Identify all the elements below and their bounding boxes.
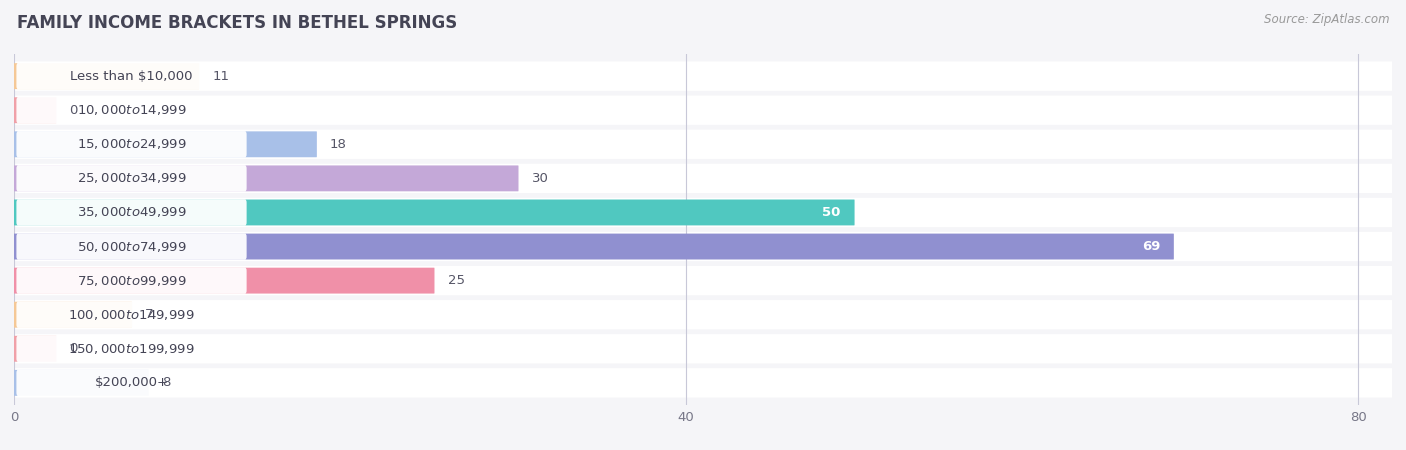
Text: $150,000 to $199,999: $150,000 to $199,999 bbox=[69, 342, 195, 356]
FancyBboxPatch shape bbox=[14, 131, 316, 157]
Text: 18: 18 bbox=[330, 138, 347, 151]
FancyBboxPatch shape bbox=[17, 336, 246, 362]
Text: $75,000 to $99,999: $75,000 to $99,999 bbox=[77, 274, 187, 288]
Text: Source: ZipAtlas.com: Source: ZipAtlas.com bbox=[1264, 14, 1389, 27]
FancyBboxPatch shape bbox=[14, 302, 132, 328]
FancyBboxPatch shape bbox=[14, 97, 56, 123]
Text: 30: 30 bbox=[531, 172, 548, 185]
FancyBboxPatch shape bbox=[14, 164, 1392, 193]
Text: $25,000 to $34,999: $25,000 to $34,999 bbox=[77, 171, 187, 185]
FancyBboxPatch shape bbox=[17, 369, 246, 396]
Text: 69: 69 bbox=[1142, 240, 1160, 253]
Text: Less than $10,000: Less than $10,000 bbox=[70, 70, 193, 83]
Text: $35,000 to $49,999: $35,000 to $49,999 bbox=[77, 206, 187, 220]
FancyBboxPatch shape bbox=[17, 63, 246, 90]
FancyBboxPatch shape bbox=[14, 198, 1392, 227]
FancyBboxPatch shape bbox=[14, 300, 1392, 329]
FancyBboxPatch shape bbox=[14, 63, 200, 89]
FancyBboxPatch shape bbox=[14, 166, 519, 191]
FancyBboxPatch shape bbox=[17, 267, 246, 294]
FancyBboxPatch shape bbox=[14, 268, 434, 293]
FancyBboxPatch shape bbox=[17, 131, 246, 158]
FancyBboxPatch shape bbox=[14, 266, 1392, 295]
Text: 0: 0 bbox=[69, 342, 77, 355]
FancyBboxPatch shape bbox=[17, 233, 246, 260]
FancyBboxPatch shape bbox=[14, 232, 1392, 261]
Text: 7: 7 bbox=[145, 308, 153, 321]
Text: $200,000+: $200,000+ bbox=[94, 376, 169, 389]
Text: FAMILY INCOME BRACKETS IN BETHEL SPRINGS: FAMILY INCOME BRACKETS IN BETHEL SPRINGS bbox=[17, 14, 457, 32]
FancyBboxPatch shape bbox=[14, 336, 56, 362]
FancyBboxPatch shape bbox=[14, 130, 1392, 159]
FancyBboxPatch shape bbox=[14, 234, 1174, 260]
FancyBboxPatch shape bbox=[17, 97, 246, 123]
FancyBboxPatch shape bbox=[17, 302, 246, 328]
Text: 50: 50 bbox=[823, 206, 841, 219]
Text: $15,000 to $24,999: $15,000 to $24,999 bbox=[77, 137, 187, 151]
FancyBboxPatch shape bbox=[14, 370, 149, 396]
Text: 25: 25 bbox=[447, 274, 464, 287]
FancyBboxPatch shape bbox=[14, 62, 1392, 91]
Text: 11: 11 bbox=[212, 70, 229, 83]
Text: 0: 0 bbox=[69, 104, 77, 117]
FancyBboxPatch shape bbox=[14, 334, 1392, 364]
Text: 8: 8 bbox=[162, 376, 170, 389]
Text: $10,000 to $14,999: $10,000 to $14,999 bbox=[77, 103, 187, 117]
FancyBboxPatch shape bbox=[17, 199, 246, 226]
FancyBboxPatch shape bbox=[14, 199, 855, 225]
Text: $50,000 to $74,999: $50,000 to $74,999 bbox=[77, 239, 187, 253]
FancyBboxPatch shape bbox=[17, 165, 246, 192]
Text: $100,000 to $149,999: $100,000 to $149,999 bbox=[69, 308, 195, 322]
FancyBboxPatch shape bbox=[14, 95, 1392, 125]
FancyBboxPatch shape bbox=[14, 368, 1392, 397]
